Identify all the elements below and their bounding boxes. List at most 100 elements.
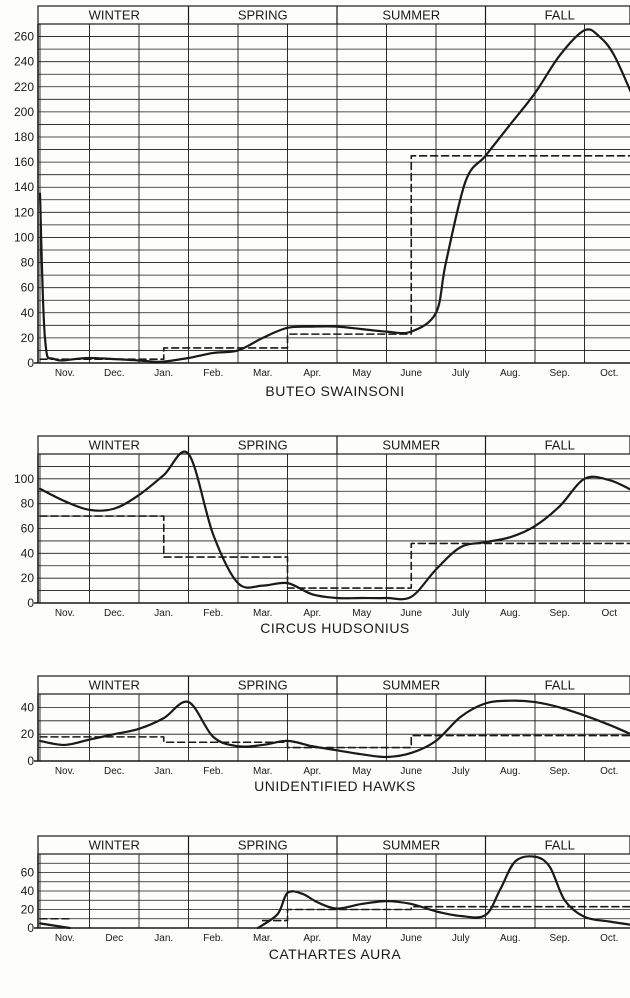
- x-tick-label: Aug.: [500, 933, 521, 944]
- y-tick-labels: 0 20 40 60: [21, 866, 35, 936]
- y-tick-label: 20: [21, 903, 35, 917]
- x-tick-label: June: [400, 368, 422, 379]
- dashed-series-line: [39, 155, 630, 361]
- season-label-fall: FALL: [545, 838, 575, 853]
- x-tick-label: Mar.: [253, 933, 272, 944]
- y-tick-labels: 0 20 40 60 80 100: [14, 472, 34, 610]
- y-tick-labels: 0 20 40: [21, 700, 35, 768]
- y-tick-label: 180: [14, 130, 34, 144]
- season-label-spring: SPRING: [238, 438, 288, 453]
- x-tick-label: Aug.: [500, 608, 521, 619]
- solid-series-line: [38, 28, 630, 363]
- y-tick-label: 120: [14, 205, 34, 219]
- x-tick-label: July: [452, 933, 470, 944]
- chart-title: UNIDENTIFIED HAWKS: [254, 778, 416, 794]
- y-tick-label: 140: [14, 180, 34, 194]
- x-tick-label: Nov.: [55, 933, 75, 944]
- season-header: WINTER SPRING SUMMER FALL: [37, 5, 630, 25]
- season-header: WINTER SPRING SUMMER FALL: [37, 435, 630, 455]
- y-tick-label: 60: [21, 522, 35, 536]
- x-tick-label: June: [400, 933, 422, 944]
- season-label-fall: FALL: [545, 438, 575, 453]
- x-tick-label: Dec.: [104, 766, 125, 777]
- x-tick-label: Nov.: [55, 608, 75, 619]
- season-label-summer: SUMMER: [382, 8, 440, 23]
- x-tick-label: Sep.: [549, 933, 570, 944]
- dashed-series-line: [261, 905, 630, 922]
- x-tick-label: Dec: [105, 933, 123, 944]
- season-label-winter: WINTER: [89, 438, 140, 453]
- x-tick-label: Sep.: [549, 368, 570, 379]
- season-label-fall: FALL: [545, 8, 575, 23]
- chart-unidentified-hawks: WINTER SPRING SUMMER FALL 0 20 40 Nov. Dec. Jan. F…: [21, 675, 630, 794]
- x-tick-label: July: [452, 766, 470, 777]
- season-label-winter: WINTER: [89, 678, 140, 693]
- grid: [34, 853, 630, 929]
- x-tick-label: Feb.: [203, 766, 223, 777]
- season-header: WINTER SPRING SUMMER FALL: [37, 675, 630, 695]
- y-tick-label: 40: [21, 546, 35, 560]
- season-label-summer: SUMMER: [382, 438, 440, 453]
- y-tick-label: 100: [14, 230, 34, 244]
- season-label-spring: SPRING: [238, 678, 288, 693]
- x-tick-label: Apr.: [303, 933, 321, 944]
- x-tick-label: June: [400, 608, 422, 619]
- season-label-winter: WINTER: [89, 838, 140, 853]
- x-tick-label: Mar.: [253, 608, 272, 619]
- y-tick-label: 240: [14, 55, 34, 69]
- y-tick-label: 40: [21, 700, 35, 714]
- x-tick-label: Feb.: [203, 368, 223, 379]
- y-tick-label: 20: [21, 727, 35, 741]
- season-label-spring: SPRING: [238, 838, 288, 853]
- chart-title: CIRCUS HUDSONIUS: [260, 620, 410, 636]
- x-tick-label: May: [352, 368, 371, 379]
- x-tick-label: July: [452, 608, 470, 619]
- x-tick-label: Feb.: [203, 608, 223, 619]
- chart-cathartes-aura: WINTER SPRING SUMMER FALL 0 20 40 60 Nov. Dec Jan.…: [21, 835, 630, 962]
- x-tick-label: Nov.: [55, 368, 75, 379]
- grid: [34, 23, 630, 364]
- x-tick-label: Jan.: [154, 933, 173, 944]
- season-label-spring: SPRING: [238, 8, 288, 23]
- x-tick-label: Aug.: [500, 766, 521, 777]
- dashed-series-line: [39, 734, 630, 749]
- x-tick-label: Oct: [601, 608, 617, 619]
- x-tick-label: Apr.: [303, 608, 321, 619]
- grid: [34, 693, 630, 762]
- y-tick-label: 0: [27, 754, 34, 768]
- x-tick-label: Nov.: [55, 766, 75, 777]
- season-label-fall: FALL: [545, 678, 575, 693]
- chart-buteo-swainsoni: WINTER SPRING SUMMER FALL 0 20 40 60 80 100 120 140…: [14, 5, 630, 399]
- season-label-summer: SUMMER: [382, 838, 440, 853]
- y-tick-label: 0: [27, 356, 34, 370]
- y-tick-label: 80: [21, 256, 35, 270]
- x-tick-label: Dec.: [104, 608, 125, 619]
- y-tick-label: 200: [14, 105, 34, 119]
- y-tick-label: 60: [21, 866, 35, 880]
- x-tick-label: Aug.: [500, 368, 521, 379]
- chart-title: BUTEO SWAINSONI: [265, 383, 404, 399]
- x-tick-label: Jan.: [154, 368, 173, 379]
- x-tick-label: Oct.: [600, 368, 618, 379]
- y-tick-labels: 0 20 40 60 80 100 120 140 160 180 200 220 240 260: [14, 30, 34, 370]
- x-tick-label: Apr.: [303, 368, 321, 379]
- y-tick-label: 220: [14, 80, 34, 94]
- x-tick-labels: Nov. Dec. Jan. Feb. Mar. Apr. May June July Aug. S…: [55, 608, 617, 619]
- x-tick-label: Jan.: [154, 608, 173, 619]
- solid-series-line: [38, 922, 71, 930]
- dashed-series-line: [39, 515, 630, 589]
- x-tick-label: Sep.: [549, 608, 570, 619]
- x-tick-label: Feb.: [203, 933, 223, 944]
- y-tick-label: 160: [14, 155, 34, 169]
- solid-series-line: [256, 855, 630, 930]
- y-tick-label: 80: [21, 497, 35, 511]
- x-tick-label: Oct.: [600, 766, 618, 777]
- y-tick-label: 60: [21, 281, 35, 295]
- y-tick-label: 20: [21, 571, 35, 585]
- season-label-winter: WINTER: [89, 8, 140, 23]
- x-tick-label: Apr.: [303, 766, 321, 777]
- y-tick-label: 0: [27, 921, 34, 935]
- x-tick-label: Dec.: [104, 368, 125, 379]
- chart-circus-hudsonius: WINTER SPRING SUMMER FALL 0 20 40 60 80 100 Nov. De…: [14, 435, 630, 636]
